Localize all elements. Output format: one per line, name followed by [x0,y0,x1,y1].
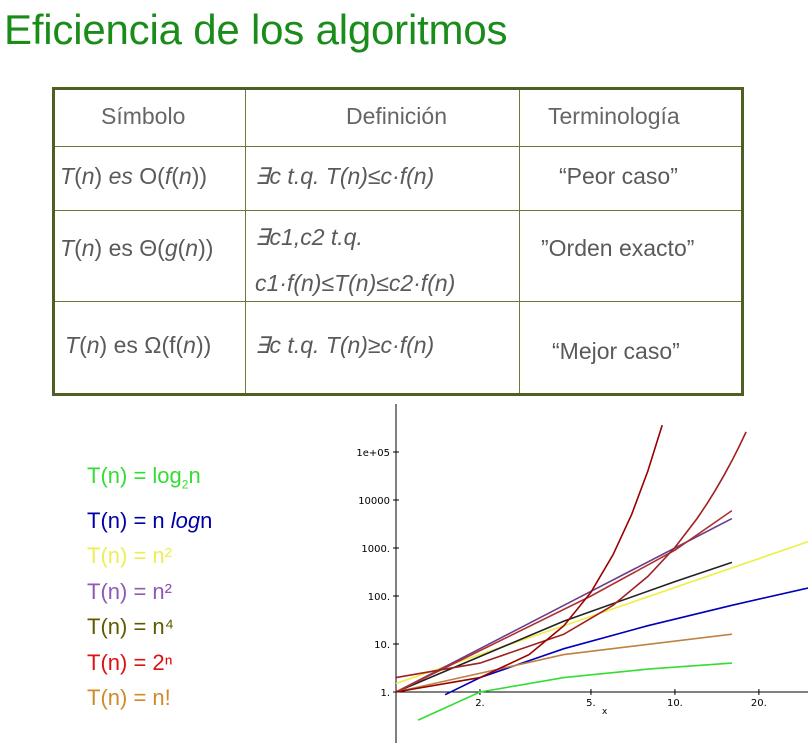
row-divider [55,210,741,211]
legend-item-n2-yellow: T(n) = n² [87,543,172,569]
series-line-7 [395,431,747,679]
header-definition: Definición [346,103,447,129]
column-divider [519,90,520,393]
definition-theta-line2: c1·f(n)≤T(n)≤c2·f(n) [255,270,456,296]
y-tick-label: 10. [374,640,390,651]
series-line-5 [395,509,733,693]
y-tick-label: 1000. [361,544,390,555]
symbol-omega: T(n) es Ω(f(n)) [65,332,212,358]
definition-big-o: ∃c t.q. T(n)≤c·f(n) [255,163,435,189]
series-line-8 [395,424,663,693]
function-legend: T(n) = log2n T(n) = n logn T(n) = n² T(n… [87,458,212,716]
x-tick-label: 2. [475,698,485,709]
term-theta: ”Orden exacto” [541,235,695,261]
x-tick-label: 5. [586,698,596,709]
legend-item-2n: T(n) = 2ⁿ [87,649,173,675]
legend-item-n2-purple: T(n) = n² [87,578,172,604]
definition-omega: ∃c t.q. T(n)≥c·f(n) [255,332,435,358]
legend-item-factorial: T(n) = n! [87,685,171,711]
column-divider [245,90,246,393]
growth-chart: 1. 10. 100. 1000. 10000 1e+05 2. 5. 10. 20. x [356,404,808,743]
row-divider [55,146,741,147]
term-omega: “Mejor caso” [552,338,680,364]
series-line-0 [417,662,732,721]
series-line-4 [395,561,733,693]
x-tick-label: 20. [751,698,767,709]
legend-item-log: T(n) = log2n [87,463,201,492]
efficiency-table: Símbolo Definición Terminología T(n) es … [52,87,744,396]
x-axis-label: x [602,707,608,717]
header-symbol: Símbolo [101,103,186,129]
symbol-theta: T(n) es Θ(g(n)) [60,235,214,261]
legend-item-nlogn: T(n) = n logn [87,507,213,533]
symbol-big-o: T(n) es O(f(n)) [60,163,208,189]
legend-item-n4: T(n) = n⁴ [87,614,175,640]
definition-theta-line1: ∃c1,c2 t.q. [255,224,363,250]
term-big-o: “Peor caso” [559,163,678,189]
series-line-2 [395,540,808,685]
row-divider [55,301,741,302]
y-tick-label: 10000 [358,496,390,507]
y-tick-label: 1. [380,688,390,699]
page-title: Eficiencia de los algoritmos [4,6,508,53]
series-line-1 [444,587,808,696]
x-tick-label: 10. [667,698,683,709]
y-tick-label: 100. [368,592,390,603]
y-tick-label: 1e+05 [356,448,390,459]
series-line-6 [395,633,732,693]
header-terminology: Terminología [548,103,680,129]
